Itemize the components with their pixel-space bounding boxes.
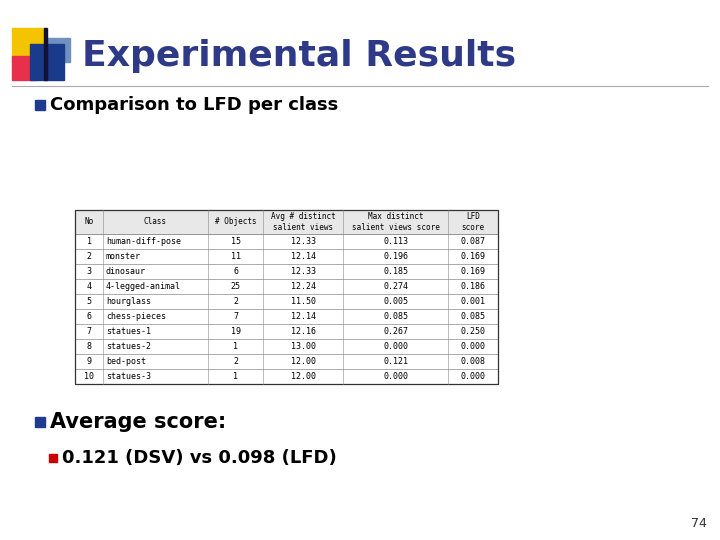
Text: Max distinct
salient views score: Max distinct salient views score (351, 212, 439, 232)
Text: statues-1: statues-1 (106, 327, 151, 336)
Bar (75, 264, 498, 279)
Text: 3: 3 (86, 267, 91, 276)
Text: 0.087: 0.087 (461, 237, 485, 246)
Text: statues-2: statues-2 (106, 342, 151, 351)
Bar (35, 100, 45, 110)
Text: 9: 9 (86, 357, 91, 366)
Text: 0.121 (DSV) vs 0.098 (LFD): 0.121 (DSV) vs 0.098 (LFD) (62, 449, 337, 467)
Text: 12.33: 12.33 (290, 267, 315, 276)
Text: 0.085: 0.085 (383, 312, 408, 321)
Bar (75, 234, 498, 249)
Bar (75, 279, 498, 294)
Bar (35, 417, 45, 427)
Text: 12.33: 12.33 (290, 237, 315, 246)
Text: 0.000: 0.000 (383, 372, 408, 381)
Bar (75, 324, 498, 339)
Bar (75, 309, 498, 324)
Bar (49, 454, 57, 462)
Bar (75, 369, 498, 384)
Text: 13.00: 13.00 (290, 342, 315, 351)
Text: 12.00: 12.00 (290, 372, 315, 381)
Bar (12, 28, 46, 62)
Text: 2: 2 (86, 252, 91, 261)
Text: Average score:: Average score: (50, 412, 226, 432)
Text: # Objects: # Objects (215, 218, 256, 226)
Text: human-diff-pose: human-diff-pose (106, 237, 181, 246)
Text: 0.001: 0.001 (461, 297, 485, 306)
Bar (75, 249, 498, 264)
Text: 0.113: 0.113 (383, 237, 408, 246)
Text: 4: 4 (86, 282, 91, 291)
Text: 2: 2 (233, 297, 238, 306)
Text: 10: 10 (84, 372, 94, 381)
Text: No: No (84, 218, 94, 226)
Text: hourglass: hourglass (106, 297, 151, 306)
Text: chess-pieces: chess-pieces (106, 312, 166, 321)
Text: Comparison to LFD per class: Comparison to LFD per class (50, 96, 338, 114)
Bar (75, 354, 498, 369)
Text: 12.14: 12.14 (290, 312, 315, 321)
Text: LFD
score: LFD score (462, 212, 485, 232)
Text: 0.121: 0.121 (383, 357, 408, 366)
Text: 4-legged-animal: 4-legged-animal (106, 282, 181, 291)
Bar (46, 38, 70, 62)
Bar (30, 44, 64, 80)
Text: 0.185: 0.185 (383, 267, 408, 276)
Text: 19: 19 (230, 327, 240, 336)
Text: 0.169: 0.169 (461, 252, 485, 261)
Text: monster: monster (106, 252, 141, 261)
Bar (12, 56, 36, 80)
Bar (44, 28, 47, 80)
Text: Experimental Results: Experimental Results (82, 39, 516, 73)
Text: 25: 25 (230, 282, 240, 291)
Text: 0.000: 0.000 (461, 372, 485, 381)
Bar (75, 210, 498, 234)
Text: bed-post: bed-post (106, 357, 146, 366)
Text: 11: 11 (230, 252, 240, 261)
Text: 5: 5 (86, 297, 91, 306)
Text: 8: 8 (86, 342, 91, 351)
Text: 0.008: 0.008 (461, 357, 485, 366)
Text: 12.14: 12.14 (290, 252, 315, 261)
Text: 12.00: 12.00 (290, 357, 315, 366)
Text: 2: 2 (233, 357, 238, 366)
Text: 74: 74 (691, 517, 707, 530)
Text: 12.24: 12.24 (290, 282, 315, 291)
Bar (75, 339, 498, 354)
Text: 1: 1 (86, 237, 91, 246)
Text: 7: 7 (233, 312, 238, 321)
Text: 15: 15 (230, 237, 240, 246)
Text: statues-3: statues-3 (106, 372, 151, 381)
Text: 0.186: 0.186 (461, 282, 485, 291)
Text: 6: 6 (233, 267, 238, 276)
Text: 6: 6 (86, 312, 91, 321)
Text: 0.196: 0.196 (383, 252, 408, 261)
Text: 11.50: 11.50 (290, 297, 315, 306)
Text: 0.250: 0.250 (461, 327, 485, 336)
Text: 0.005: 0.005 (383, 297, 408, 306)
Text: 0.169: 0.169 (461, 267, 485, 276)
Text: 0.085: 0.085 (461, 312, 485, 321)
Text: 1: 1 (233, 342, 238, 351)
Text: Avg # distinct
salient views: Avg # distinct salient views (271, 212, 336, 232)
Bar (75, 294, 498, 309)
Text: 0.000: 0.000 (383, 342, 408, 351)
Text: Class: Class (144, 218, 167, 226)
Text: 0.267: 0.267 (383, 327, 408, 336)
Text: 12.16: 12.16 (290, 327, 315, 336)
Bar (75, 210, 498, 384)
Text: 0.000: 0.000 (461, 342, 485, 351)
Text: 1: 1 (233, 372, 238, 381)
Text: 7: 7 (86, 327, 91, 336)
Text: dinosaur: dinosaur (106, 267, 146, 276)
Text: 0.274: 0.274 (383, 282, 408, 291)
